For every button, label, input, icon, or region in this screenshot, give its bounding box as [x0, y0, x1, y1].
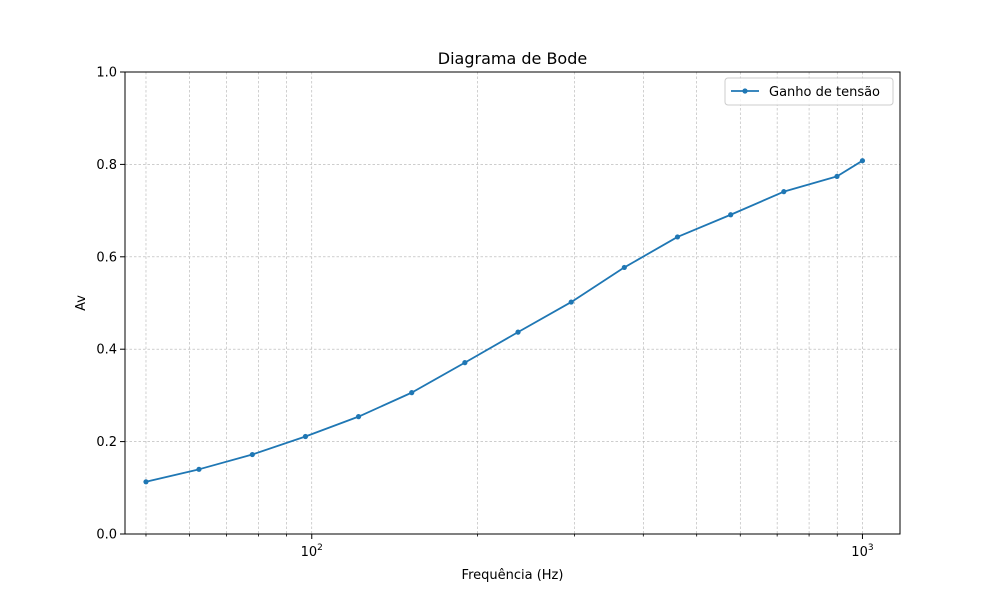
- x-tick-label: 103: [851, 543, 873, 560]
- y-tick-label: 0.6: [96, 250, 117, 265]
- legend-label: Ganho de tensão: [769, 85, 880, 100]
- y-tick-label: 0.0: [96, 528, 117, 543]
- data-point: [143, 479, 149, 485]
- axes: 0.0 0.2 0.4 0.6 0.8 1.0 102 103: [96, 66, 873, 561]
- data-point: [834, 173, 840, 180]
- data-point: [409, 390, 415, 396]
- x-axis-label: Frequência (Hz): [462, 568, 564, 583]
- y-tick-label: 0.8: [96, 158, 117, 173]
- x-tick-label: 102: [301, 543, 323, 560]
- y-tick-label: 1.0: [96, 66, 117, 81]
- data-point: [196, 466, 202, 472]
- plot-frame: [124, 71, 901, 535]
- series-layer: [143, 158, 866, 485]
- chart-title: Diagrama de Bode: [438, 49, 587, 68]
- data-point: [568, 299, 574, 305]
- data-point: [249, 451, 255, 458]
- data-point: [674, 234, 681, 240]
- y-tick-label: 0.2: [96, 435, 117, 450]
- data-point: [462, 360, 468, 366]
- data-point: [728, 212, 734, 218]
- legend-box: [724, 77, 894, 106]
- data-point: [515, 329, 521, 335]
- data-point: [621, 264, 627, 271]
- data-point: [859, 158, 866, 164]
- data-point: [302, 433, 309, 440]
- y-tick-label: 0.4: [96, 343, 117, 358]
- data-point: [781, 189, 787, 195]
- legend: Ganho de tensão: [724, 77, 894, 106]
- legend-marker-swatch: [742, 88, 748, 94]
- y-axis-label: Av: [74, 295, 89, 311]
- data-point: [355, 414, 362, 420]
